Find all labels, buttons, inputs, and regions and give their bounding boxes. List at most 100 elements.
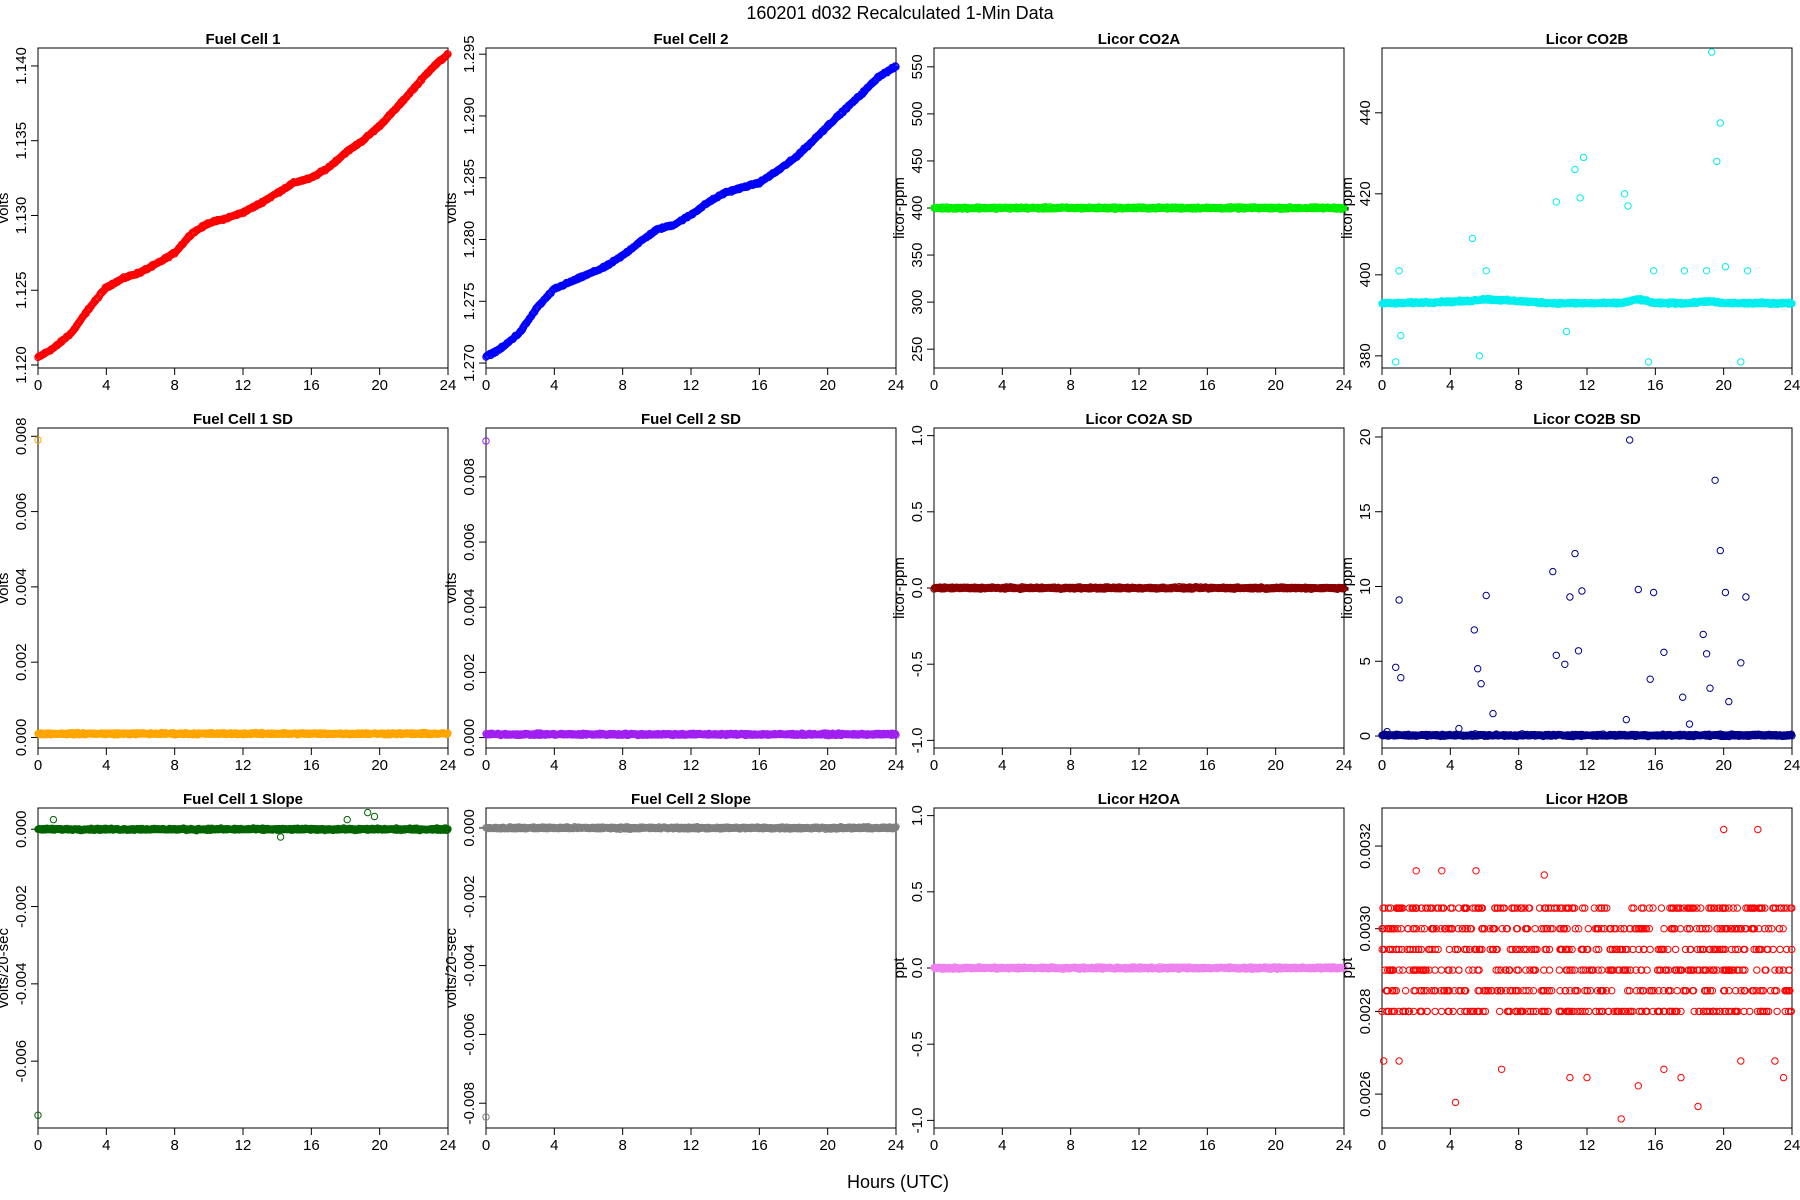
outlier-point bbox=[1680, 267, 1689, 275]
x-tick-label: 12 bbox=[235, 377, 252, 394]
y-tick-label: 1.125 bbox=[13, 271, 30, 309]
y-tick-label: 0.004 bbox=[13, 568, 30, 606]
y-tick-label: 1.0 bbox=[909, 425, 926, 446]
x-tick-label: 8 bbox=[170, 757, 178, 774]
panel-1: Fuel Cell 10 4 8 12 16 20 241.1201.1251.1301.1… bbox=[0, 31, 456, 394]
y-tick-label: 380 bbox=[1357, 343, 1374, 368]
outlier-point bbox=[1397, 331, 1405, 340]
x-tick-label: 24 bbox=[440, 757, 457, 774]
outlier-point bbox=[1468, 234, 1477, 243]
panel-title: Fuel Cell 2 SD bbox=[641, 411, 741, 428]
y-axis-label: volts bbox=[443, 573, 460, 604]
x-tick-label: 24 bbox=[1336, 377, 1353, 394]
x-tick-label: 4 bbox=[998, 377, 1006, 394]
x-tick-label: 8 bbox=[170, 377, 178, 394]
x-tick-label: 20 bbox=[371, 757, 388, 774]
outlier-point bbox=[1743, 267, 1752, 275]
y-axis-label: licor-ppm bbox=[891, 177, 908, 239]
outlier-point bbox=[1721, 263, 1730, 271]
y-tick-label: 400 bbox=[909, 195, 926, 220]
y-tick-label: 1.295 bbox=[461, 35, 478, 73]
x-tick-label: 0 bbox=[34, 757, 42, 774]
x-tick-label: 24 bbox=[1784, 377, 1800, 394]
x-tick-label: 20 bbox=[1715, 377, 1732, 394]
y-tick-label: 500 bbox=[909, 101, 926, 126]
outlier-point bbox=[1702, 267, 1711, 275]
panel-7: Licor CO2A SD0 4 8 12 16 20 24-1.0-0.50.00.51.… bbox=[891, 411, 1352, 774]
outlier-point bbox=[1716, 119, 1725, 127]
figure-title: 160201 d032 Recalculated 1-Min Data bbox=[746, 3, 1054, 23]
x-tick-label: 20 bbox=[1267, 377, 1284, 394]
y-tick-label: 300 bbox=[909, 290, 926, 315]
outlier-point bbox=[1576, 194, 1584, 202]
y-tick-label: 1.140 bbox=[13, 47, 30, 85]
x-tick-label: 20 bbox=[819, 377, 836, 394]
panel-title: Licor CO2A SD bbox=[1086, 411, 1193, 428]
panel-6: Fuel Cell 2 SD0 4 8 12 16 20 240.0000.0020.004… bbox=[443, 411, 904, 774]
outlier-point bbox=[1571, 165, 1579, 174]
y-tick-label: 420 bbox=[1357, 181, 1374, 206]
x-tick-label: 8 bbox=[618, 757, 626, 774]
x-tick-label: 16 bbox=[1199, 377, 1216, 394]
y-tick-label: 1.135 bbox=[13, 122, 30, 160]
y-tick-label: 1.290 bbox=[461, 97, 478, 135]
y-tick-label: 0.0 bbox=[909, 578, 926, 599]
x-tick-label: 0 bbox=[34, 377, 42, 394]
outlier-point bbox=[1392, 358, 1400, 366]
x-tick-label: 24 bbox=[1336, 757, 1353, 774]
y-tick-label: 0.008 bbox=[13, 418, 30, 456]
x-tick-label: 16 bbox=[1647, 377, 1664, 394]
y-axis-label: volts bbox=[0, 193, 12, 224]
data-point bbox=[444, 50, 452, 58]
x-tick-label: 8 bbox=[1514, 377, 1522, 394]
x-tick-label: 16 bbox=[751, 757, 768, 774]
x-tick-label: 12 bbox=[235, 757, 252, 774]
data-point bbox=[891, 62, 900, 70]
plot-frame bbox=[485, 47, 897, 369]
outlier-point bbox=[1737, 358, 1745, 366]
outlier-point bbox=[1620, 190, 1629, 198]
x-tick-label: 0 bbox=[482, 377, 490, 394]
x-tick-label: 16 bbox=[303, 377, 320, 394]
y-tick-label: 440 bbox=[1357, 100, 1374, 125]
y-tick-label: -1.0 bbox=[909, 727, 926, 753]
x-tick-label: 16 bbox=[751, 377, 768, 394]
panel-5: Fuel Cell 1 SD0 4 8 12 16 20 240.0000.0020.004… bbox=[0, 411, 456, 774]
y-tick-label: 550 bbox=[909, 54, 926, 79]
outlier-point bbox=[1624, 202, 1632, 210]
outlier-point bbox=[1395, 267, 1403, 275]
x-tick-label: 24 bbox=[440, 377, 457, 394]
y-tick-label: 0.008 bbox=[461, 458, 478, 496]
x-tick-label: 4 bbox=[998, 757, 1006, 774]
outlier-point bbox=[1649, 267, 1658, 275]
outlier-point bbox=[1562, 327, 1571, 336]
x-tick-label: 4 bbox=[550, 757, 558, 774]
y-axis-label: licor-ppm bbox=[1339, 177, 1356, 239]
outlier-point bbox=[1644, 358, 1653, 366]
panel-title: Licor CO2A bbox=[1098, 31, 1181, 48]
x-tick-label: 4 bbox=[102, 377, 110, 394]
x-tick-label: 12 bbox=[683, 757, 700, 774]
y-tick-label: -0.5 bbox=[909, 651, 926, 677]
y-tick-label: 250 bbox=[909, 337, 926, 362]
x-tick-label: 8 bbox=[1066, 757, 1074, 774]
y-tick-label: 0.006 bbox=[13, 493, 30, 531]
x-tick-label: 12 bbox=[1131, 757, 1148, 774]
x-tick-label: 12 bbox=[1579, 377, 1596, 394]
x-tick-label: 8 bbox=[618, 377, 626, 394]
x-tick-label: 0 bbox=[482, 757, 490, 774]
y-tick-label: 0.000 bbox=[13, 719, 30, 757]
y-tick-label: 0.002 bbox=[13, 643, 30, 681]
y-axis-label: volts bbox=[0, 573, 12, 604]
y-tick-label: 0.5 bbox=[909, 501, 926, 522]
outlier-point bbox=[1552, 198, 1561, 206]
x-tick-label: 0 bbox=[930, 377, 938, 394]
panel-title: Fuel Cell 2 bbox=[653, 31, 728, 48]
y-tick-label: 450 bbox=[909, 148, 926, 173]
panels: Fuel Cell 10 4 8 12 16 20 241.1201.1251.1301.1… bbox=[0, 31, 1800, 1154]
x-tick-label: 24 bbox=[888, 757, 905, 774]
x-tick-label: 20 bbox=[1267, 757, 1284, 774]
